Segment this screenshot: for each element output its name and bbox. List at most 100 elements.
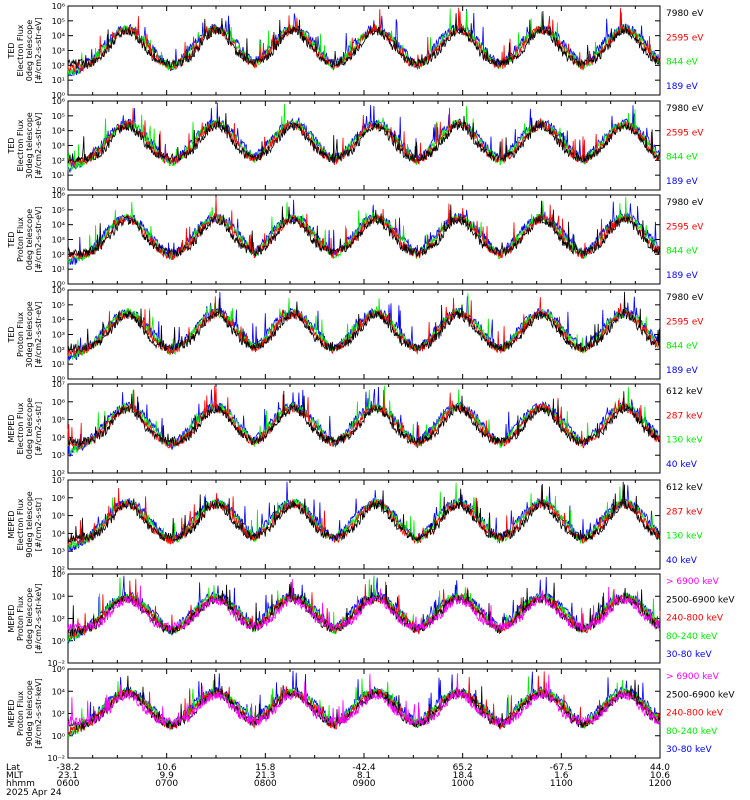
xaxis-row-name: Lat	[6, 763, 21, 773]
ytick-label: 10⁴	[52, 433, 65, 442]
ylabel-line: MEPED	[7, 511, 16, 539]
date-label: 2025 Apr 24	[6, 788, 62, 798]
ylabel-line: 0deg telescope	[25, 209, 34, 270]
ytick-label: 10²	[52, 565, 65, 574]
ytick-label: 10⁵	[52, 206, 65, 215]
ytick-label: 10¹	[52, 265, 65, 274]
trace-3-2595-eV	[67, 196, 661, 261]
ytick-label: 10³	[52, 142, 65, 151]
ylabel-group-5: MEPED Electron Flux 0deg telescope [#/cm2-s…	[7, 398, 43, 459]
legend-entry: 7980 eV	[666, 293, 704, 303]
ytick-label: 10⁰	[52, 91, 65, 100]
trace-7-30-80-keV	[67, 575, 661, 644]
trace-3-7980-eV	[67, 200, 661, 258]
ylabel-group-3: TED Proton Flux 0deg telescope [#/cm2-s-str…	[7, 206, 43, 272]
ylabel-line: Proton Flux	[16, 312, 25, 357]
ytick-label: 10⁰	[52, 732, 65, 741]
ytick-label: 10⁶	[52, 2, 65, 11]
trace-7-2500-6900-keV	[67, 581, 661, 636]
ytick-label: 10⁴	[52, 687, 65, 696]
xaxis-value: 15.8	[255, 763, 275, 773]
ylabel-line: [#/cm2-s-str-eV]	[34, 112, 43, 178]
legend-entry: 287 keV	[666, 507, 703, 517]
ylabel-line: TED	[7, 42, 16, 59]
xaxis-value: 9.9	[160, 771, 175, 781]
trace-6-287-keV	[67, 485, 661, 546]
legend-entry: 189 eV	[666, 82, 699, 92]
legend-entry: 189 eV	[666, 177, 699, 187]
ylabel-line: Electron Flux	[16, 402, 25, 454]
ytick-label: 10⁴	[52, 316, 65, 325]
ytick-label: 10¹	[52, 360, 65, 369]
legend-entry: 2500-6900 keV	[666, 690, 735, 700]
ylabel-group-2: TED Electron Flux 30deg telescope [#/cm2-s-…	[7, 112, 43, 179]
ylabel-line: 30deg telescope	[25, 301, 34, 368]
legend-entry: 844 eV	[666, 247, 699, 257]
xaxis-value: 1.6	[554, 771, 569, 781]
legend-entry: 30-80 keV	[666, 745, 712, 755]
ytick-label: 10⁴	[52, 221, 65, 230]
ylabel-line: Electron Flux	[16, 24, 25, 76]
legend-entry: 2595 eV	[666, 317, 704, 327]
ytick-label: 10²	[52, 61, 65, 70]
ytick-label: 10⁵	[52, 301, 65, 310]
xaxis-value: 65.2	[453, 763, 473, 773]
trace-2-2595-eV	[67, 107, 661, 168]
ytick-label: 10⁶	[52, 286, 65, 295]
ytick-label: 10⁵	[52, 416, 65, 425]
ytick-label: 10⁴	[52, 592, 65, 601]
trace-1-2595-eV	[67, 7, 661, 72]
ytick-label: 10⁶	[52, 570, 65, 579]
ytick-label: 10³	[52, 451, 65, 460]
ytick-label: 10⁻²	[47, 659, 65, 668]
trace-8-2500-6900-keV	[67, 673, 661, 730]
legend-entry: 40 keV	[666, 460, 698, 470]
ylabel-line: [#/cm2-s-str]	[34, 498, 43, 551]
xaxis-value: -67.5	[550, 763, 573, 773]
ytick-label: 10⁷	[52, 380, 65, 389]
ylabel-line: [#/cm2-s-str-eV]	[34, 17, 43, 83]
legend-entry: > 6900 keV	[666, 672, 720, 682]
xaxis-row-name: hhmm	[6, 779, 35, 789]
ylabel-group-4: TED Proton Flux 30deg telescope [#/cm2-s-st…	[7, 301, 43, 368]
panel-frame-2	[67, 100, 661, 191]
ytick-label: 10⁶	[52, 191, 65, 200]
xaxis-value: 44.0	[650, 763, 670, 773]
trace-5-130-keV	[67, 385, 660, 455]
xaxis-value: 1000	[451, 779, 474, 789]
trace-2-189-eV	[67, 102, 661, 173]
ytick-label: 10²	[52, 250, 65, 259]
trace-3-189-eV	[67, 199, 661, 265]
trace-3-844-eV	[67, 196, 661, 266]
ylabel-line: MEPED	[7, 605, 16, 633]
ytick-label: 10²	[52, 345, 65, 354]
legend-entry: 2595 eV	[666, 33, 704, 43]
xaxis-value: 18.4	[453, 771, 473, 781]
legend-entry: 844 eV	[666, 153, 699, 163]
ytick-label: 10⁰	[52, 375, 65, 384]
ylabel-line: [#/cm2-s-str-keV]	[34, 583, 43, 654]
legend-entry: 2595 eV	[666, 128, 704, 138]
ylabel-line: MEPED	[7, 700, 16, 728]
ytick-label: 10⁰	[52, 637, 65, 646]
ytick-label: 10³	[52, 236, 65, 245]
ytick-label: 10⁴	[52, 127, 65, 136]
ytick-label: 10¹	[52, 171, 65, 180]
ytick-label: 10⁶	[52, 494, 65, 503]
legend-entry: 7980 eV	[666, 198, 704, 208]
legend-entry: 130 keV	[666, 436, 703, 446]
trace-5-612-keV	[67, 390, 661, 448]
ytick-label: 10²	[52, 615, 65, 624]
ytick-label: 10⁻²	[47, 754, 65, 763]
ylabel-line: Proton Flux	[16, 596, 25, 641]
ylabel-line: 0deg telescope	[25, 588, 34, 649]
xaxis-value: 0700	[155, 779, 178, 789]
ylabel-line: TED	[7, 231, 16, 248]
legend-entry: 612 keV	[666, 387, 703, 397]
xaxis-value: 1100	[550, 779, 573, 789]
ytick-label: 10⁷	[52, 476, 65, 485]
ytick-label: 10⁰	[52, 280, 65, 289]
trace-4-7980-eV	[67, 291, 661, 354]
ytick-label: 10¹	[52, 76, 65, 85]
